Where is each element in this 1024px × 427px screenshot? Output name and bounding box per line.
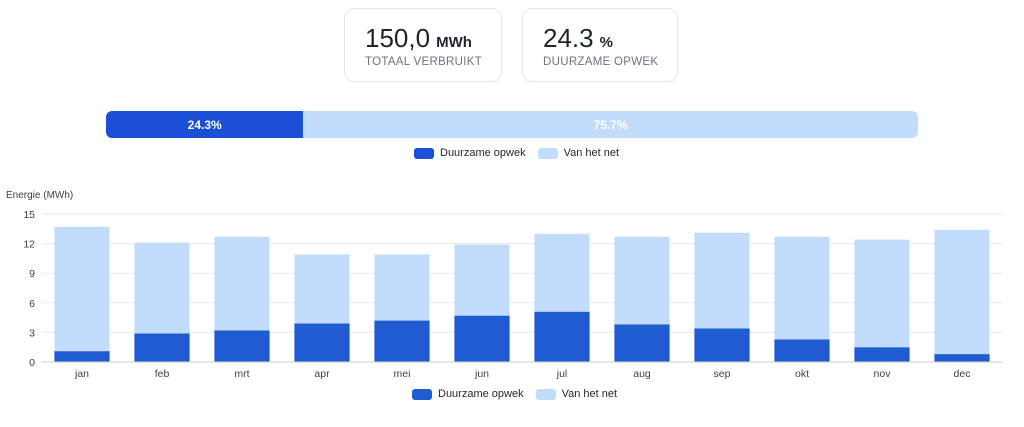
- legend-item-renewable[interactable]: Duurzame opwek: [412, 388, 524, 400]
- x-tick-label: apr: [314, 368, 330, 380]
- x-tick-label: nov: [874, 368, 892, 380]
- bar-grid: [374, 254, 430, 321]
- bar-grid: [934, 229, 990, 355]
- bar-grid: [454, 244, 510, 316]
- x-tick-label: jul: [556, 368, 568, 380]
- bar-renewable: [614, 324, 670, 362]
- bar-grid: [294, 254, 350, 324]
- kpi-value-row: 150,0 MWh: [365, 23, 472, 54]
- bar-renewable: [694, 328, 750, 362]
- bar-renewable: [134, 333, 190, 362]
- x-tick-label: jun: [474, 368, 489, 380]
- x-tick-label: feb: [155, 368, 170, 380]
- bar-grid: [854, 239, 910, 348]
- bar-renewable: [774, 339, 830, 362]
- y-tick-label: 0: [29, 357, 35, 369]
- legend-item-grid[interactable]: Van het net: [535, 388, 618, 400]
- bar-grid: [214, 236, 270, 331]
- kpi-unit: %: [599, 34, 613, 51]
- bar-grid: [614, 236, 670, 325]
- legend-item-grid[interactable]: Van het net: [537, 147, 620, 159]
- kpi-label: DUURZAME OPWEK: [543, 56, 659, 68]
- legend-label-grid: Van het net: [561, 388, 618, 400]
- legend-item-renewable[interactable]: Duurzame opwek: [414, 147, 526, 159]
- bar-grid: [774, 236, 830, 340]
- x-tick-label: aug: [633, 368, 651, 380]
- bar-renewable: [214, 330, 270, 362]
- chart-legend: Duurzame opwek Van het net: [412, 388, 629, 400]
- bar-renewable: [54, 351, 110, 362]
- legend-swatch-grid: [535, 388, 556, 400]
- y-tick-label: 15: [23, 209, 35, 221]
- legend-swatch-renewable: [414, 147, 434, 159]
- kpi-card-renewable-share: 24.3% DUURZAME OPWEK: [522, 8, 678, 82]
- monthly-energy-chart: Energie (MWh) 0 3 6 9 12 15 jan feb mrt apr mei jun j…: [6, 190, 1002, 380]
- legend-swatch-renewable: [412, 388, 432, 400]
- bar-grid: [534, 233, 590, 312]
- x-tick-label: mrt: [234, 368, 249, 380]
- x-tick-label: sep: [714, 368, 731, 380]
- y-axis-title: Energie (MWh): [6, 190, 73, 201]
- kpi-value-row: 24.3%: [543, 23, 613, 54]
- bar-renewable: [374, 320, 430, 362]
- y-tick-label: 12: [23, 239, 35, 251]
- legend-swatch-grid: [537, 147, 558, 159]
- x-tick-label: okt: [795, 368, 809, 380]
- kpi-unit: MWh: [436, 34, 472, 51]
- bar-renewable: [934, 354, 990, 362]
- renewable-split-bar: 24.3% 75.7%: [106, 111, 918, 138]
- bar-grid: [694, 232, 750, 329]
- split-segment-grid: 75.7%: [303, 111, 918, 138]
- kpi-value: 150,0: [365, 23, 431, 53]
- x-tick-label: mei: [394, 368, 411, 380]
- split-segment-renewable: 24.3%: [106, 111, 304, 138]
- kpi-card-total-consumption: 150,0 MWh TOTAAL VERBRUIKT: [344, 8, 502, 82]
- x-tick-label: jan: [74, 368, 89, 380]
- bar-renewable: [294, 323, 350, 362]
- y-tick-label: 6: [29, 298, 35, 310]
- bar-renewable: [854, 347, 910, 362]
- x-tick-label: dec: [954, 368, 971, 380]
- bar-grid: [134, 242, 190, 334]
- y-tick-label: 3: [29, 327, 35, 339]
- legend-label-grid: Van het net: [563, 147, 620, 159]
- legend-label-renewable: Duurzame opwek: [440, 147, 526, 159]
- legend-label-renewable: Duurzame opwek: [438, 388, 524, 400]
- kpi-value: 24.3: [543, 23, 594, 53]
- bar-renewable: [534, 311, 590, 362]
- y-tick-label: 9: [29, 268, 35, 280]
- bar-grid: [54, 226, 110, 352]
- kpi-label: TOTAAL VERBRUIKT: [365, 56, 483, 68]
- split-legend: Duurzame opwek Van het net: [414, 147, 631, 159]
- bar-renewable: [454, 315, 510, 362]
